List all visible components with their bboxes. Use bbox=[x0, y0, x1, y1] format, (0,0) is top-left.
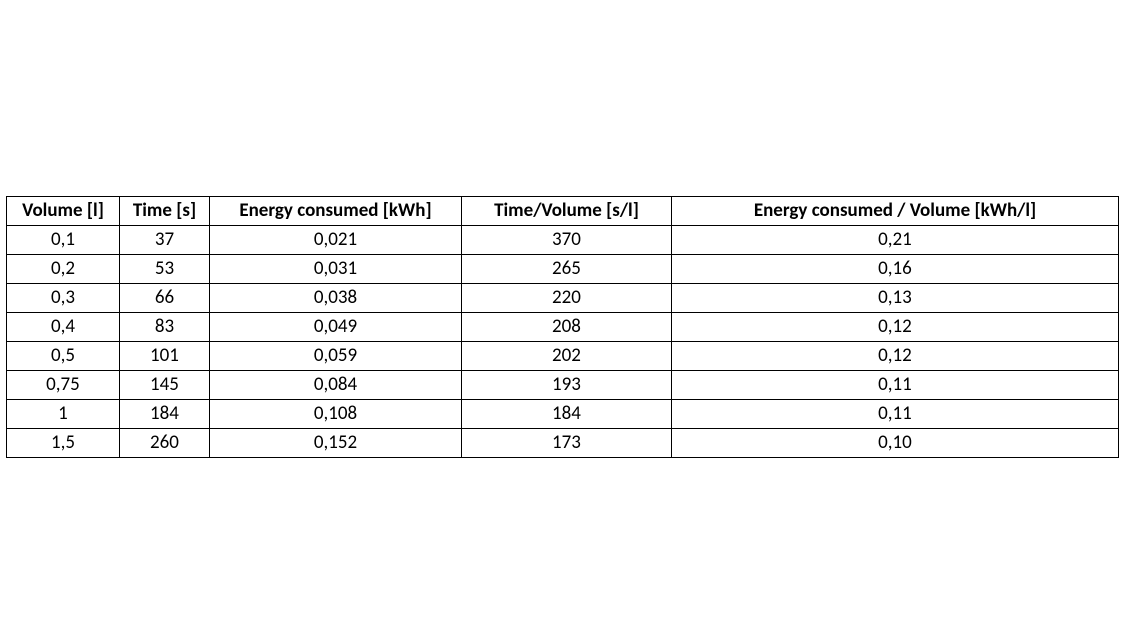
data-table: Volume [l] Time [s] Energy consumed [kWh… bbox=[6, 196, 1119, 458]
cell-volume: 0,5 bbox=[7, 342, 120, 371]
table-header-row: Volume [l] Time [s] Energy consumed [kWh… bbox=[7, 197, 1119, 226]
cell-volume: 0,4 bbox=[7, 313, 120, 342]
cell-energy: 0,038 bbox=[210, 284, 462, 313]
cell-energy-per-volume: 0,10 bbox=[672, 429, 1119, 458]
col-header-volume: Volume [l] bbox=[7, 197, 120, 226]
col-header-time-per-volume: Time/Volume [s/l] bbox=[462, 197, 672, 226]
table-row: 0,2 53 0,031 265 0,16 bbox=[7, 255, 1119, 284]
cell-energy-per-volume: 0,12 bbox=[672, 313, 1119, 342]
cell-volume: 0,3 bbox=[7, 284, 120, 313]
table-container: Volume [l] Time [s] Energy consumed [kWh… bbox=[6, 196, 1118, 458]
col-header-time: Time [s] bbox=[120, 197, 210, 226]
table-row: 0,1 37 0,021 370 0,21 bbox=[7, 226, 1119, 255]
cell-time-per-volume: 220 bbox=[462, 284, 672, 313]
cell-energy-per-volume: 0,11 bbox=[672, 400, 1119, 429]
cell-energy-per-volume: 0,11 bbox=[672, 371, 1119, 400]
cell-energy: 0,021 bbox=[210, 226, 462, 255]
cell-volume: 0,75 bbox=[7, 371, 120, 400]
col-header-energy: Energy consumed [kWh] bbox=[210, 197, 462, 226]
table-row: 1 184 0,108 184 0,11 bbox=[7, 400, 1119, 429]
cell-volume: 0,2 bbox=[7, 255, 120, 284]
cell-volume: 1 bbox=[7, 400, 120, 429]
table-row: 0,5 101 0,059 202 0,12 bbox=[7, 342, 1119, 371]
cell-time: 66 bbox=[120, 284, 210, 313]
cell-time-per-volume: 370 bbox=[462, 226, 672, 255]
table-row: 1,5 260 0,152 173 0,10 bbox=[7, 429, 1119, 458]
cell-time: 101 bbox=[120, 342, 210, 371]
cell-time-per-volume: 208 bbox=[462, 313, 672, 342]
col-header-energy-per-volume: Energy consumed / Volume [kWh/l] bbox=[672, 197, 1119, 226]
cell-volume: 0,1 bbox=[7, 226, 120, 255]
table-row: 0,75 145 0,084 193 0,11 bbox=[7, 371, 1119, 400]
cell-time: 37 bbox=[120, 226, 210, 255]
table-row: 0,4 83 0,049 208 0,12 bbox=[7, 313, 1119, 342]
cell-time: 260 bbox=[120, 429, 210, 458]
cell-energy-per-volume: 0,21 bbox=[672, 226, 1119, 255]
cell-time: 145 bbox=[120, 371, 210, 400]
table-row: 0,3 66 0,038 220 0,13 bbox=[7, 284, 1119, 313]
cell-energy: 0,031 bbox=[210, 255, 462, 284]
cell-time-per-volume: 193 bbox=[462, 371, 672, 400]
cell-energy: 0,152 bbox=[210, 429, 462, 458]
cell-energy: 0,084 bbox=[210, 371, 462, 400]
cell-time-per-volume: 265 bbox=[462, 255, 672, 284]
cell-time: 83 bbox=[120, 313, 210, 342]
cell-time: 184 bbox=[120, 400, 210, 429]
cell-energy: 0,059 bbox=[210, 342, 462, 371]
cell-time-per-volume: 184 bbox=[462, 400, 672, 429]
cell-energy: 0,049 bbox=[210, 313, 462, 342]
cell-energy: 0,108 bbox=[210, 400, 462, 429]
cell-energy-per-volume: 0,12 bbox=[672, 342, 1119, 371]
cell-time-per-volume: 173 bbox=[462, 429, 672, 458]
cell-energy-per-volume: 0,13 bbox=[672, 284, 1119, 313]
cell-energy-per-volume: 0,16 bbox=[672, 255, 1119, 284]
cell-time-per-volume: 202 bbox=[462, 342, 672, 371]
cell-volume: 1,5 bbox=[7, 429, 120, 458]
cell-time: 53 bbox=[120, 255, 210, 284]
